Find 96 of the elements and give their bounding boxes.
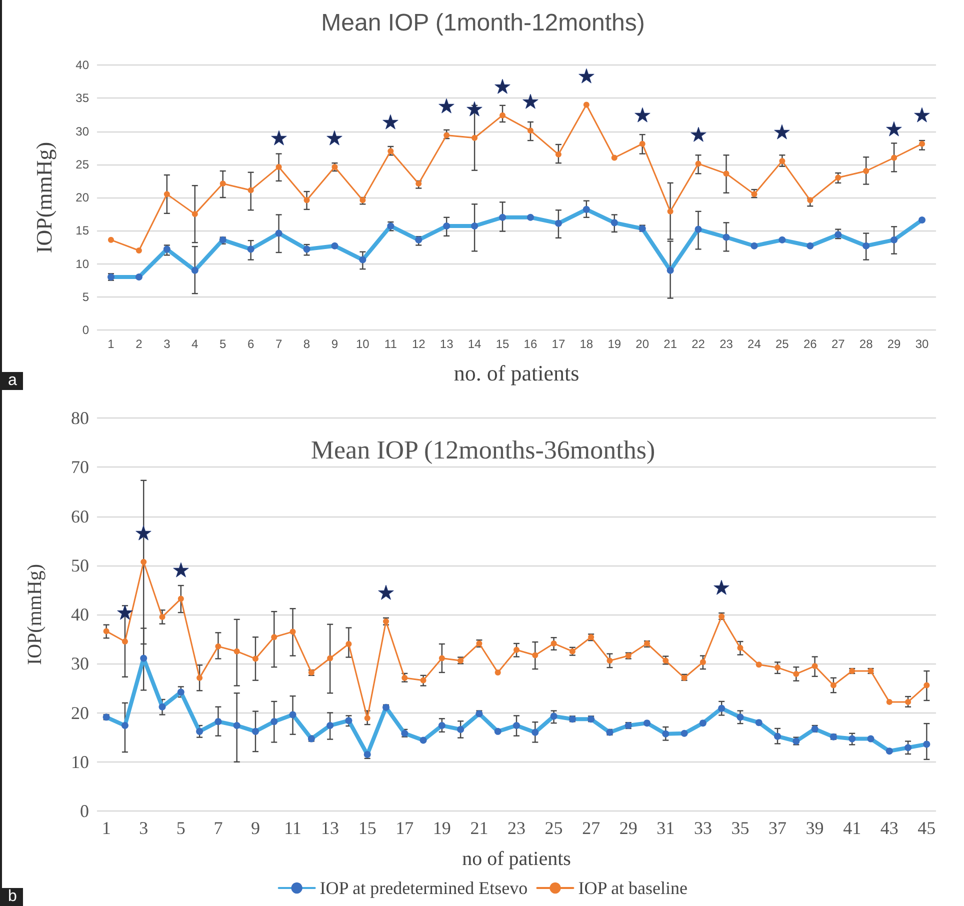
x-tick-label: 45 — [918, 818, 936, 838]
x-tick-label: 25 — [544, 818, 563, 838]
y-axis-title: IOP(mmHg) — [24, 564, 46, 666]
annotation: ★ — [712, 577, 731, 600]
x-tick-label: 27 — [831, 337, 846, 351]
chart-title: Mean IOP (1month-12months) — [321, 10, 645, 36]
x-tick-label: 11 — [384, 337, 398, 351]
x-tick-label: 10 — [356, 337, 370, 351]
annotation: ★ — [913, 104, 932, 127]
x-tick-label: 2 — [136, 337, 143, 351]
x-tick-label: 16 — [524, 337, 538, 351]
x-tick-label: 17 — [552, 337, 566, 351]
x-tick-label: 20 — [636, 337, 650, 351]
text: b — [2, 888, 23, 906]
legend-label: IOP at baseline — [578, 878, 688, 898]
y-tick-label: 10 — [76, 256, 90, 271]
x-tick-label: 21 — [664, 337, 678, 351]
annotation: ★ — [438, 96, 456, 118]
x-tick-label: 33 — [694, 818, 712, 838]
annotation: ★ — [885, 118, 904, 141]
x-tick-label: 13 — [321, 818, 340, 838]
x-tick-label: 21 — [470, 818, 488, 838]
x-tick-label: 35 — [731, 818, 750, 838]
x-tick-label: 13 — [440, 337, 454, 351]
y-axis-title: IOP(mmHg) — [32, 142, 56, 254]
text: Mean IOP (12months-36months) — [310, 436, 656, 464]
y-tick-label: 60 — [71, 506, 89, 526]
x-tick-label: 28 — [859, 337, 874, 351]
annotation: ★ — [270, 128, 288, 150]
y-tick-label: 40 — [71, 604, 89, 624]
x-tick-label: 24 — [748, 337, 762, 351]
y-tick-label: 50 — [71, 555, 89, 576]
x-tick-label: 43 — [880, 818, 898, 838]
x-tick-label: 18 — [580, 337, 594, 351]
x-tick-label: 19 — [608, 337, 622, 351]
x-tick-label: 11 — [284, 818, 302, 838]
y-tick-label: 0 — [80, 801, 89, 821]
x-tick-label: 17 — [396, 818, 414, 838]
annotation: ★ — [494, 76, 512, 98]
x-tick-label: 5 — [176, 818, 186, 838]
x-tick-label: 23 — [720, 337, 734, 351]
y-tick-label: 70 — [71, 457, 89, 478]
annotation: ★ — [326, 128, 344, 150]
y-tick-label: 40 — [76, 58, 90, 72]
x-tick-label: 15 — [496, 337, 510, 351]
x-tick-label: 26 — [803, 337, 818, 351]
x-tick-label: 27 — [582, 818, 600, 838]
annotation: ★ — [633, 104, 652, 127]
text: a — [2, 372, 23, 390]
x-tick-label: 9 — [331, 337, 338, 351]
y-tick-label: 5 — [82, 290, 90, 304]
y-tick-label: 10 — [71, 752, 89, 772]
annotation: ★ — [172, 560, 190, 582]
legend-label: IOP at predetermined Etsevo — [320, 878, 528, 898]
x-tick-label: 3 — [164, 337, 171, 351]
annotation: ★ — [689, 124, 708, 147]
x-tick-label: 12 — [412, 337, 426, 351]
x-tick-label: 7 — [214, 818, 223, 838]
x-tick-label: 23 — [508, 818, 526, 838]
x-tick-label: 19 — [432, 818, 451, 838]
y-tick-label: 25 — [76, 157, 90, 172]
x-tick-label: 29 — [887, 337, 902, 351]
x-tick-label: 5 — [220, 337, 227, 351]
y-tick-label: 15 — [76, 224, 90, 238]
x-tick-label: 1 — [108, 337, 115, 351]
x-tick-label: 37 — [768, 818, 787, 838]
annotation: ★ — [521, 92, 540, 114]
x-tick-label: 25 — [776, 337, 790, 351]
annotation: ★ — [773, 122, 792, 144]
annotation: ★ — [577, 66, 596, 88]
x-tick-label: 1 — [102, 818, 111, 838]
annotation: ★ — [376, 582, 395, 604]
y-tick-label: 30 — [76, 124, 90, 138]
annotation: ★ — [382, 112, 400, 134]
x-tick-label: 6 — [247, 337, 254, 351]
x-tick-label: 31 — [656, 818, 675, 838]
y-tick-label: 80 — [71, 408, 89, 428]
x-tick-label: 7 — [275, 337, 282, 351]
y-tick-label: 20 — [71, 702, 89, 723]
x-tick-label: 22 — [692, 337, 706, 351]
x-tick-label: 3 — [139, 818, 148, 838]
y-tick-label: 0 — [82, 323, 90, 337]
x-tick-label: 8 — [303, 337, 310, 351]
x-tick-label: 15 — [358, 818, 376, 838]
y-tick-label: 20 — [76, 190, 90, 204]
y-tick-label: 35 — [76, 91, 90, 106]
x-tick-label: 14 — [468, 337, 482, 351]
x-axis-title: no of patients — [462, 848, 572, 870]
x-tick-label: 41 — [843, 818, 862, 838]
y-tick-label: 30 — [71, 654, 89, 674]
x-tick-label: 39 — [806, 818, 824, 838]
x-tick-label: 4 — [192, 337, 199, 351]
x-axis-title: no. of patients — [454, 360, 580, 386]
x-tick-label: 9 — [250, 818, 260, 838]
x-tick-label: 30 — [915, 337, 930, 351]
x-tick-label: 29 — [619, 818, 638, 838]
